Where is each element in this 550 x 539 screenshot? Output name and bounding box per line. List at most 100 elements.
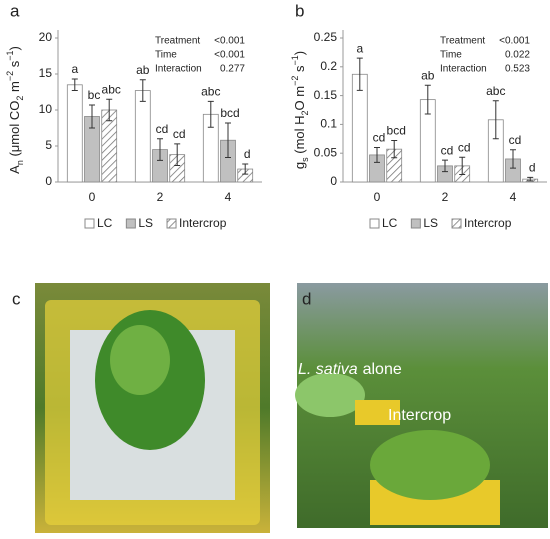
- error-bar: [459, 156, 466, 176]
- y-tick-label: 0.25: [314, 30, 338, 44]
- legend-swatch: [125, 218, 136, 229]
- y-axis-label-part: (μmol CO: [7, 101, 22, 161]
- error-bar: [242, 163, 249, 175]
- stat-label: Time: [155, 50, 177, 61]
- legend-swatch: [84, 218, 95, 229]
- caption-plain: alone: [363, 361, 402, 378]
- error-bar: [442, 159, 448, 173]
- y-tick-label: 0.2: [320, 59, 337, 73]
- error-bar: [527, 176, 534, 182]
- significance-letter: bcd: [220, 106, 239, 120]
- legend-swatch: [369, 218, 380, 229]
- error-bar: [374, 146, 380, 163]
- x-tick-label: 0: [89, 190, 96, 204]
- significance-letter: a: [356, 41, 363, 55]
- y-tick-label: 0.05: [314, 145, 338, 159]
- legend-label: LS: [138, 216, 153, 230]
- y-axis-label-part: −2: [5, 71, 15, 81]
- y-tick-label: 0: [330, 174, 337, 188]
- y-tick-label: 5: [45, 138, 52, 152]
- x-tick-label: 0: [374, 190, 381, 204]
- y-tick-label: 0: [45, 174, 52, 188]
- significance-letter: ab: [136, 63, 150, 77]
- y-axis-label-part: 2: [15, 96, 25, 101]
- stat-value: 0.523: [505, 64, 530, 75]
- stat-value: 0.277: [220, 64, 245, 75]
- significance-letter: d: [529, 161, 536, 175]
- panel-label: a: [10, 1, 20, 20]
- y-axis-label-part: 2: [300, 110, 310, 115]
- significance-letter: cd: [458, 140, 471, 154]
- y-axis-label-part: ): [7, 46, 22, 50]
- y-tick-label: 0.15: [314, 88, 338, 102]
- y-axis-label-part: ): [292, 51, 307, 55]
- stat-label: Treatment: [440, 36, 485, 47]
- stat-label: Time: [440, 50, 462, 61]
- error-bar: [356, 57, 363, 91]
- y-axis-label-part: m: [7, 81, 22, 95]
- x-tick-label: 4: [510, 190, 517, 204]
- stat-value: <0.001: [499, 36, 530, 47]
- y-axis-label: An (μmol CO2 m−2 s−1): [5, 46, 25, 174]
- error-bar: [510, 149, 516, 169]
- significance-letter: d: [244, 147, 251, 161]
- y-axis-label-part: −1: [290, 55, 300, 65]
- stat-value: 0.022: [505, 50, 530, 61]
- significance-letter: cd: [441, 143, 454, 157]
- error-bar: [89, 104, 95, 129]
- photo-d: [295, 283, 548, 528]
- y-axis-label-part: s: [7, 60, 22, 71]
- photo-c: [35, 283, 270, 533]
- error-bar: [139, 79, 146, 102]
- bar: [66, 84, 83, 183]
- significance-letter: abc: [201, 85, 220, 99]
- y-axis-label-part: g: [292, 162, 307, 169]
- y-axis-label-part: −1: [5, 51, 15, 61]
- y-axis-label-part: n: [15, 160, 25, 165]
- x-tick-label: 2: [157, 190, 164, 204]
- legend-swatch: [451, 218, 462, 229]
- photo-caption: L. sativa alone: [298, 361, 402, 378]
- photo-caption: Intercrop: [388, 407, 451, 424]
- significance-letter: a: [71, 62, 78, 76]
- significance-letter: abc: [102, 82, 121, 96]
- stat-label: Interaction: [155, 64, 202, 75]
- stat-label: Treatment: [155, 36, 200, 47]
- significance-letter: ab: [421, 68, 435, 82]
- y-tick-label: 10: [39, 102, 53, 116]
- x-tick-label: 4: [225, 190, 232, 204]
- y-tick-label: 15: [39, 66, 53, 80]
- error-bar: [207, 100, 214, 128]
- significance-letter: cd: [373, 131, 386, 145]
- bar: [134, 90, 151, 183]
- stat-value: <0.001: [214, 36, 245, 47]
- significance-letter: bcd: [387, 124, 406, 138]
- y-axis-label-part: s: [292, 65, 307, 76]
- y-axis-label-part: s: [300, 157, 310, 162]
- y-tick-label: 0.1: [320, 117, 337, 131]
- error-bar: [492, 100, 499, 140]
- y-axis-label-part: −2: [290, 76, 300, 86]
- y-axis-label-part: O m: [292, 86, 307, 111]
- error-bar: [174, 143, 181, 166]
- panel-label: d: [302, 289, 311, 308]
- panel-label: c: [12, 289, 21, 308]
- error-bar: [106, 98, 113, 122]
- error-bar: [391, 140, 398, 159]
- panel-label: b: [295, 1, 304, 20]
- significance-letter: cd: [173, 127, 186, 141]
- significance-letter: abc: [486, 84, 505, 98]
- y-axis-label-part: A: [7, 165, 22, 174]
- caption-italic: L. sativa: [298, 361, 358, 378]
- significance-letter: cd: [509, 133, 522, 147]
- y-axis-label-part: (mol H: [292, 115, 307, 157]
- stat-label: Interaction: [440, 64, 487, 75]
- error-bar: [424, 84, 431, 115]
- y-tick-label: 20: [39, 30, 53, 44]
- x-tick-label: 2: [442, 190, 449, 204]
- error-bar: [71, 78, 78, 92]
- legend-swatch: [166, 218, 177, 229]
- error-bar: [157, 138, 163, 161]
- significance-letter: cd: [156, 122, 169, 136]
